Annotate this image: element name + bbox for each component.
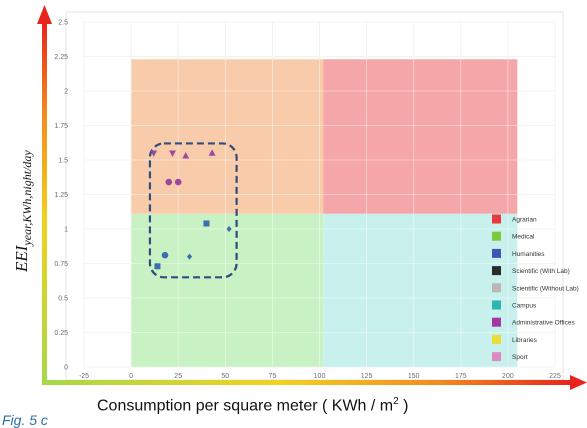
x-tick-label: 225 [549, 373, 561, 380]
data-point [182, 152, 190, 159]
data-point [186, 253, 193, 260]
quadrant-region [131, 213, 324, 367]
legend-swatch [492, 352, 501, 362]
legend-swatch [492, 300, 501, 310]
legend-label: Medical [512, 234, 535, 241]
quadrant-regions [131, 59, 518, 367]
legend-label: Agrarian [512, 217, 537, 224]
data-point [208, 149, 216, 156]
x-tick-label: -25 [79, 373, 89, 380]
y-tick-label: 1.5 [58, 158, 68, 165]
legend-swatch [492, 283, 501, 293]
x-tick-label: 175 [455, 373, 467, 380]
legend-label: Libraries [512, 337, 538, 344]
legend-label: Administrative Offices [512, 320, 575, 327]
legend-swatch [492, 317, 501, 327]
quadrant-region [323, 59, 518, 214]
legend-swatch [492, 266, 501, 276]
data-point [154, 263, 161, 270]
x-axis-arrow-head [570, 375, 587, 390]
data-point [203, 220, 210, 227]
tick-labels: -25 0 25 50 75 100 125 150 175 200 225 0 0.25 0.5 0.75… [54, 20, 561, 381]
y-tick-label: 1 [64, 227, 68, 234]
y-tick-label: 0 [64, 365, 68, 372]
y-tick-label: 2.5 [58, 20, 68, 27]
legend-label: Sport [512, 354, 528, 361]
data-point [226, 226, 232, 232]
y-tick-label: 0.5 [58, 296, 68, 303]
y-tick-label: 1.75 [54, 123, 68, 130]
data-point [174, 178, 182, 186]
data-point [169, 150, 176, 157]
x-tick-label: 200 [502, 373, 514, 380]
y-axis-title: EEIyear,KWh,night/day [12, 150, 34, 272]
y-tick-label: 1.25 [54, 192, 68, 199]
data-points [150, 149, 232, 270]
x-tick-label: 0 [129, 373, 133, 380]
data-point [150, 150, 158, 157]
x-tick-label: 100 [314, 373, 326, 380]
x-axis-title: Consumption per square meter ( KWh / m2 … [97, 396, 409, 415]
legend-swatch [492, 214, 501, 224]
data-point [165, 178, 173, 186]
x-axis-arrow-shaft [42, 380, 572, 385]
y-tick-label: 0.75 [54, 261, 68, 268]
legend-label: Scientific (Without Lab) [512, 285, 579, 292]
legend-label: Humanities [512, 251, 545, 258]
y-tick-label: 0.25 [54, 330, 68, 337]
legend: Agrarian Medical Humanities Scientific (Wit… [492, 214, 579, 362]
x-tick-label: 75 [269, 373, 277, 380]
highlight-box [148, 142, 238, 279]
legend-label: Scientific (With Lab) [512, 268, 570, 275]
figure-label: Fig. 5 c [2, 412, 48, 428]
x-tick-label: 50 [221, 373, 229, 380]
y-axis-arrow-head [37, 5, 52, 24]
x-tick-label: 25 [174, 373, 182, 380]
highlight-box-layer [148, 142, 238, 279]
x-tick-label: 150 [408, 373, 420, 380]
legend-swatch [492, 231, 501, 241]
quadrant-region [323, 213, 518, 367]
y-tick-label: 2 [64, 89, 68, 96]
legend-swatch [492, 248, 501, 258]
grid-overlay [83, 21, 556, 368]
data-point [161, 251, 169, 259]
y-axis-arrow-shaft [42, 22, 47, 383]
y-tick-label: 2.25 [54, 54, 68, 61]
quadrant-region [131, 59, 324, 214]
legend-label: Campus [512, 303, 537, 310]
x-tick-label: 125 [361, 373, 373, 380]
legend-swatch [492, 334, 501, 344]
